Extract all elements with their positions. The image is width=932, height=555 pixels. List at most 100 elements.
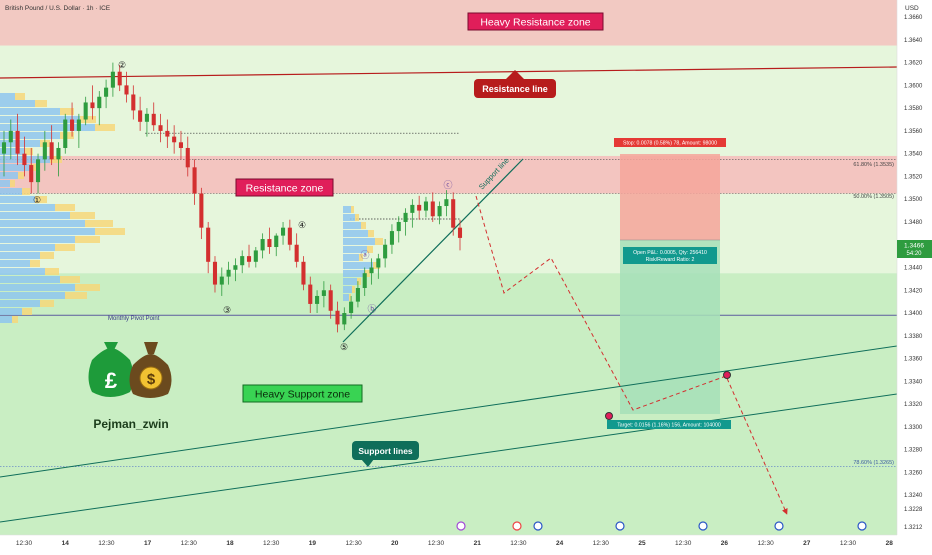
vp-left-bar-10 — [0, 172, 18, 179]
vp-left-bar-25 — [0, 292, 65, 299]
candle-body-64 — [437, 206, 442, 217]
time-axis[interactable] — [0, 535, 897, 550]
vp-left-bar-28 — [0, 316, 12, 323]
vp-left-bar-11 — [0, 180, 10, 187]
vp-left-bar-2 — [0, 108, 60, 115]
fib-786-label: 78.60% (1.3265) — [853, 460, 894, 466]
risk-reward-text: Risk/Reward Ratio: 2 — [646, 257, 695, 263]
candle-body-46 — [315, 295, 320, 304]
candle-body-3 — [22, 153, 27, 166]
y-tick-5: 1.3560 — [904, 129, 923, 135]
trade-box[interactable] — [620, 154, 720, 414]
y-tick-2: 1.3620 — [904, 61, 923, 67]
candle-body-5 — [35, 159, 41, 183]
wave-label-0: ② — [118, 60, 126, 70]
resistance-zone-badge — [235, 178, 334, 197]
x-tick-9: 20 — [391, 540, 399, 547]
vp-left-bar-21 — [0, 260, 30, 267]
x-tick-3: 17 — [144, 540, 152, 547]
vp-left-bar-13 — [0, 196, 35, 203]
vp-left-bar-26 — [0, 300, 40, 307]
vp-right-bar-9 — [343, 278, 357, 285]
x-axis-ticks: 12:30 14 12:30 17 12:30 18 12:30 19 12:30 20 12:30… — [16, 521, 894, 547]
vp-left-ext-25 — [65, 292, 87, 299]
wave-label-3: ④ — [298, 220, 306, 230]
resistance-line-label: Resistance line — [482, 84, 548, 94]
candle-body-66 — [451, 199, 456, 228]
candle-body-31 — [212, 261, 218, 285]
price-axis[interactable] — [897, 0, 932, 550]
vp-right-bar-10 — [343, 286, 352, 293]
heavy-resistance-badge — [467, 12, 604, 31]
y-tick-12: 1.3420 — [904, 288, 923, 294]
vp-right-bar-8 — [343, 270, 365, 277]
candle-body-14 — [97, 96, 102, 109]
candle-body-9 — [63, 119, 68, 148]
candle-body-32 — [219, 276, 224, 285]
vp-left-bar-22 — [0, 268, 45, 275]
candle-body-8 — [56, 147, 61, 160]
monthly-pivot-label: Monthly Pivot Point — [108, 316, 160, 322]
y-tick-18: 1.3300 — [904, 425, 923, 431]
candle-body-67 — [457, 227, 463, 238]
x-tick-11: 21 — [474, 540, 482, 547]
vp-left-bar-12 — [0, 188, 22, 195]
vp-right-bar-11 — [343, 294, 349, 301]
vp-left-bar-17 — [0, 228, 95, 235]
candle-body-37 — [253, 250, 258, 262]
vp-left-ext-13 — [35, 196, 47, 203]
x-tick-21: 28 — [886, 540, 894, 547]
candle-body-45 — [308, 284, 313, 304]
event-icon-6 — [857, 521, 867, 531]
candle-body-13 — [90, 102, 95, 109]
heavy-support-badge — [242, 384, 363, 403]
wave-label-4: ⑤ — [340, 342, 348, 352]
x-tick-14: 12:30 — [593, 540, 610, 547]
candle-body-43 — [294, 244, 299, 262]
vp-right-bar-2 — [343, 222, 361, 229]
candle-body-35 — [240, 256, 245, 266]
x-tick-4: 12:30 — [181, 540, 198, 547]
x-tick-12: 12:30 — [510, 540, 527, 547]
vp-right-bar-5 — [343, 246, 367, 253]
candle-body-16 — [110, 71, 115, 88]
vp-right-ext-6 — [359, 254, 363, 261]
vp-right-bar-3 — [343, 230, 368, 237]
wave-label-2: ③ — [223, 305, 231, 315]
candle-body-58 — [396, 221, 401, 232]
bar-countdown: 54:20 — [906, 251, 922, 257]
heavy-support-zone — [0, 273, 897, 535]
heavy-resistance-zone — [0, 0, 897, 46]
vp-right-ext-5 — [367, 246, 373, 253]
vp-left-bar-6 — [0, 140, 40, 147]
candle-body-62 — [423, 201, 429, 211]
candle-body-30 — [206, 227, 211, 262]
wave-label-7: ⓒ — [443, 180, 452, 190]
vp-left-ext-14 — [55, 204, 75, 211]
vp-left-ext-4 — [95, 124, 115, 131]
candle-body-51 — [349, 301, 354, 314]
x-tick-7: 19 — [309, 540, 317, 547]
vp-left-bar-1 — [0, 100, 35, 107]
x-tick-18: 12:30 — [757, 540, 774, 547]
wave-label-6: ⓑ — [367, 304, 376, 314]
vp-left-bar-9 — [0, 164, 30, 171]
candle-body-1 — [8, 130, 13, 143]
x-tick-17: 26 — [721, 540, 729, 547]
y-tick-15: 1.3360 — [904, 357, 923, 363]
vp-left-ext-26 — [40, 300, 54, 307]
vp-right-ext-2 — [361, 222, 366, 229]
candle-body-18 — [124, 85, 129, 95]
svg-text:$: $ — [147, 371, 156, 388]
support-lines-badge — [352, 441, 419, 460]
x-tick-0: 12:30 — [16, 540, 33, 547]
vp-left-bar-27 — [0, 308, 22, 315]
candle-body-60 — [410, 204, 415, 213]
candle-body-41 — [281, 227, 286, 236]
vp-left-ext-0 — [15, 93, 25, 100]
vp-left-ext-27 — [22, 308, 32, 315]
candle-body-29 — [199, 193, 204, 228]
x-tick-19: 27 — [803, 540, 811, 547]
